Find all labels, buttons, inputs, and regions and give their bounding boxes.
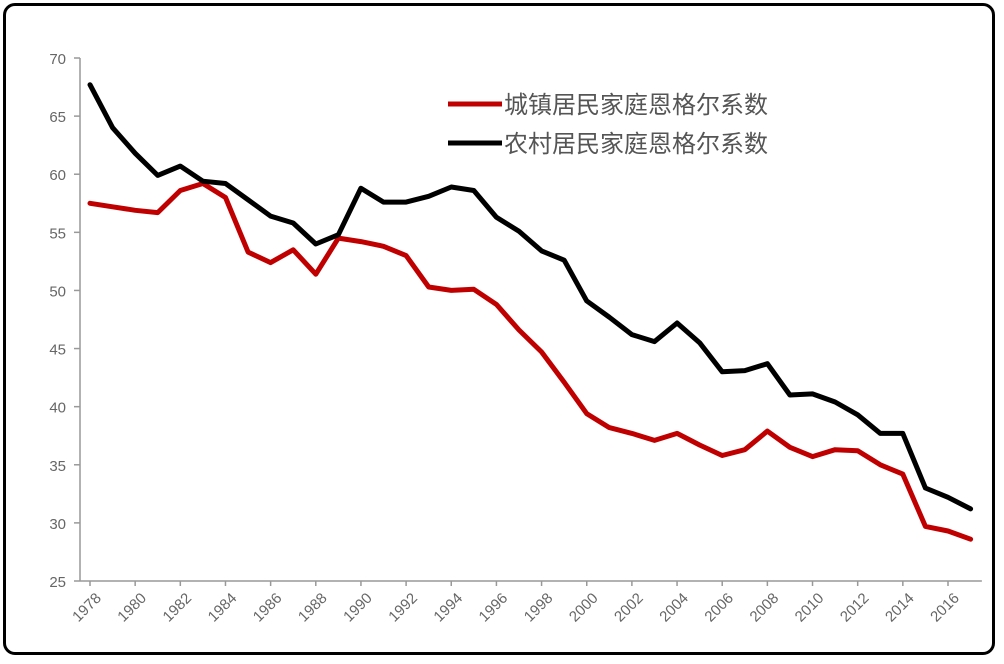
legend-label-urban: 城镇居民家庭恩格尔系数 <box>504 91 768 119</box>
x-tick-label: 1988 <box>295 590 331 626</box>
legend: 城镇居民家庭恩格尔系数 农村居民家庭恩格尔系数 <box>448 91 768 158</box>
x-tick-label: 2012 <box>837 590 873 626</box>
x-tick-label: 2014 <box>882 590 918 626</box>
x-tick-label: 1978 <box>69 590 105 626</box>
x-tick-label: 1986 <box>250 590 286 626</box>
x-tick-label: 2006 <box>701 590 737 626</box>
x-tick-label: 1984 <box>205 590 241 626</box>
y-axis: 25 30 35 40 45 50 55 60 65 70 <box>49 51 81 591</box>
plot-area <box>87 82 974 542</box>
y-tick-label: 65 <box>49 109 66 126</box>
x-tick-label: 2010 <box>792 590 828 626</box>
x-tick-label: 2000 <box>566 590 602 626</box>
legend-label-rural: 农村居民家庭恩格尔系数 <box>504 130 768 158</box>
x-tick-label: 1996 <box>476 590 512 626</box>
rural-engel-line <box>87 82 974 512</box>
y-tick-label: 45 <box>49 342 66 359</box>
x-tick-label: 1990 <box>340 590 376 626</box>
x-tick-label: 1998 <box>521 590 557 626</box>
x-tick-label: 2004 <box>656 590 692 626</box>
y-tick-label: 55 <box>49 225 66 242</box>
x-tick-label: 1980 <box>114 590 150 626</box>
urban-engel-line <box>87 181 974 542</box>
y-tick-label: 60 <box>49 167 66 184</box>
x-tick-label: 2016 <box>927 590 963 626</box>
y-tick-label: 70 <box>49 51 66 68</box>
x-tick-label: 1992 <box>385 590 421 626</box>
y-tick-label: 40 <box>49 400 66 417</box>
y-tick-label: 25 <box>49 574 66 591</box>
x-tick-label: 1994 <box>430 590 466 626</box>
y-tick-label: 35 <box>49 458 66 475</box>
chart-frame <box>3 3 995 655</box>
y-tick-label: 30 <box>49 516 66 533</box>
x-tick-label: 2008 <box>747 590 783 626</box>
x-tick-label: 2002 <box>611 590 647 626</box>
y-tick-label: 50 <box>49 283 66 300</box>
x-axis: 1978 1980 1982 1984 1986 1988 1990 1992 1994 1996… <box>69 580 982 626</box>
x-tick-label: 1982 <box>160 590 196 626</box>
